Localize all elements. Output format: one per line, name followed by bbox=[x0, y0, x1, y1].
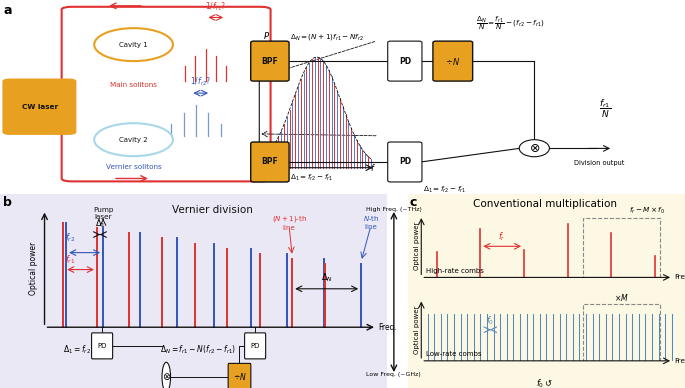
Text: CW laser: CW laser bbox=[22, 104, 58, 110]
Text: $f_{r1}$: $f_{r1}$ bbox=[65, 254, 75, 266]
Text: $\Delta_N$: $\Delta_N$ bbox=[321, 272, 333, 284]
Text: Freq.: Freq. bbox=[674, 274, 685, 281]
Text: $N$-th
line: $N$-th line bbox=[363, 214, 379, 230]
Text: $\times M$: $\times M$ bbox=[614, 291, 629, 303]
FancyBboxPatch shape bbox=[3, 80, 75, 134]
Text: $\Delta_N = f_{r1} - N(f_{r2} - f_{r1})$: $\Delta_N = f_{r1} - N(f_{r2} - f_{r1})$ bbox=[160, 343, 236, 355]
Text: $\dfrac{f_{r1}}{N}$: $\dfrac{f_{r1}}{N}$ bbox=[599, 97, 611, 120]
Ellipse shape bbox=[95, 123, 173, 156]
Text: BPF: BPF bbox=[262, 57, 278, 66]
Text: $1/f_{r1}$?: $1/f_{r1}$? bbox=[205, 0, 227, 13]
Text: Cavity 1: Cavity 1 bbox=[119, 42, 148, 48]
Text: Optical power: Optical power bbox=[29, 242, 38, 295]
Bar bbox=[583, 218, 660, 277]
Text: PD: PD bbox=[399, 158, 411, 166]
Text: $\otimes$: $\otimes$ bbox=[529, 142, 540, 155]
Text: PD: PD bbox=[399, 57, 411, 66]
Text: $(N+1)$-th
line: $(N+1)$-th line bbox=[271, 214, 306, 231]
Text: PD: PD bbox=[251, 343, 260, 349]
Text: Freq.: Freq. bbox=[379, 323, 397, 332]
Text: a: a bbox=[3, 4, 12, 17]
Text: Main solitons: Main solitons bbox=[110, 82, 157, 88]
Text: $\Delta_1 = f_{r2} - f_{r1}$: $\Delta_1 = f_{r2} - f_{r1}$ bbox=[62, 343, 108, 355]
Text: Vernier solitons: Vernier solitons bbox=[105, 164, 162, 170]
Text: PD: PD bbox=[97, 343, 107, 349]
Text: $f_0 \circlearrowleft$: $f_0 \circlearrowleft$ bbox=[536, 378, 553, 388]
Text: Freq.: Freq. bbox=[674, 358, 685, 364]
Text: c: c bbox=[410, 196, 417, 209]
Text: $\otimes$: $\otimes$ bbox=[162, 371, 171, 383]
Text: $1/f_{r2}$?: $1/f_{r2}$? bbox=[190, 76, 212, 88]
Text: $\Delta_1 = f_{r2} - f_{r1}$: $\Delta_1 = f_{r2} - f_{r1}$ bbox=[290, 173, 334, 183]
Text: $f$: $f$ bbox=[369, 162, 375, 173]
Text: Conventional multiplication: Conventional multiplication bbox=[473, 199, 616, 209]
Text: $f_r - M \times f_0$: $f_r - M \times f_0$ bbox=[629, 206, 665, 217]
Text: $P$: $P$ bbox=[263, 30, 270, 41]
Text: $f_0$: $f_0$ bbox=[486, 314, 495, 327]
Text: Low-rate combs: Low-rate combs bbox=[426, 352, 482, 357]
Text: Vernier division: Vernier division bbox=[172, 205, 253, 215]
Text: Optical power: Optical power bbox=[414, 222, 421, 270]
Text: $\dfrac{\Delta_N}{N} = \dfrac{f_{r1}}{N} - (f_{r2}-f_{r1})$: $\dfrac{\Delta_N}{N} = \dfrac{f_{r1}}{N}… bbox=[476, 15, 545, 32]
Ellipse shape bbox=[95, 28, 173, 61]
Text: Cavity 2: Cavity 2 bbox=[119, 137, 148, 143]
Circle shape bbox=[162, 362, 171, 388]
Text: High-rate combs: High-rate combs bbox=[426, 268, 484, 274]
FancyBboxPatch shape bbox=[245, 333, 266, 359]
Text: BPF: BPF bbox=[262, 158, 278, 166]
Text: Pump
laser: Pump laser bbox=[93, 208, 113, 220]
Text: $f_r$: $f_r$ bbox=[499, 231, 506, 244]
FancyBboxPatch shape bbox=[92, 333, 112, 359]
Text: $\div N$: $\div N$ bbox=[445, 55, 460, 67]
Bar bbox=[583, 304, 660, 361]
Text: Division output: Division output bbox=[574, 160, 625, 166]
Text: Optical power: Optical power bbox=[414, 305, 421, 354]
Text: Low Freq. (~GHz): Low Freq. (~GHz) bbox=[366, 372, 421, 377]
Text: $\Delta_1 = f_{r2} - f_{r1}$: $\Delta_1 = f_{r2} - f_{r1}$ bbox=[423, 185, 467, 195]
Text: $\Delta_N = (N+1)f_{r1} - Nf_{r2}$: $\Delta_N = (N+1)f_{r1} - Nf_{r2}$ bbox=[290, 32, 364, 42]
Text: b: b bbox=[3, 196, 12, 209]
FancyBboxPatch shape bbox=[228, 364, 251, 388]
Text: $f_{r2}$: $f_{r2}$ bbox=[65, 231, 76, 244]
Text: $\Delta_1$: $\Delta_1$ bbox=[95, 218, 105, 230]
Text: $\div N$: $\div N$ bbox=[232, 371, 247, 383]
Text: High Freq. (~THz): High Freq. (~THz) bbox=[366, 207, 422, 212]
